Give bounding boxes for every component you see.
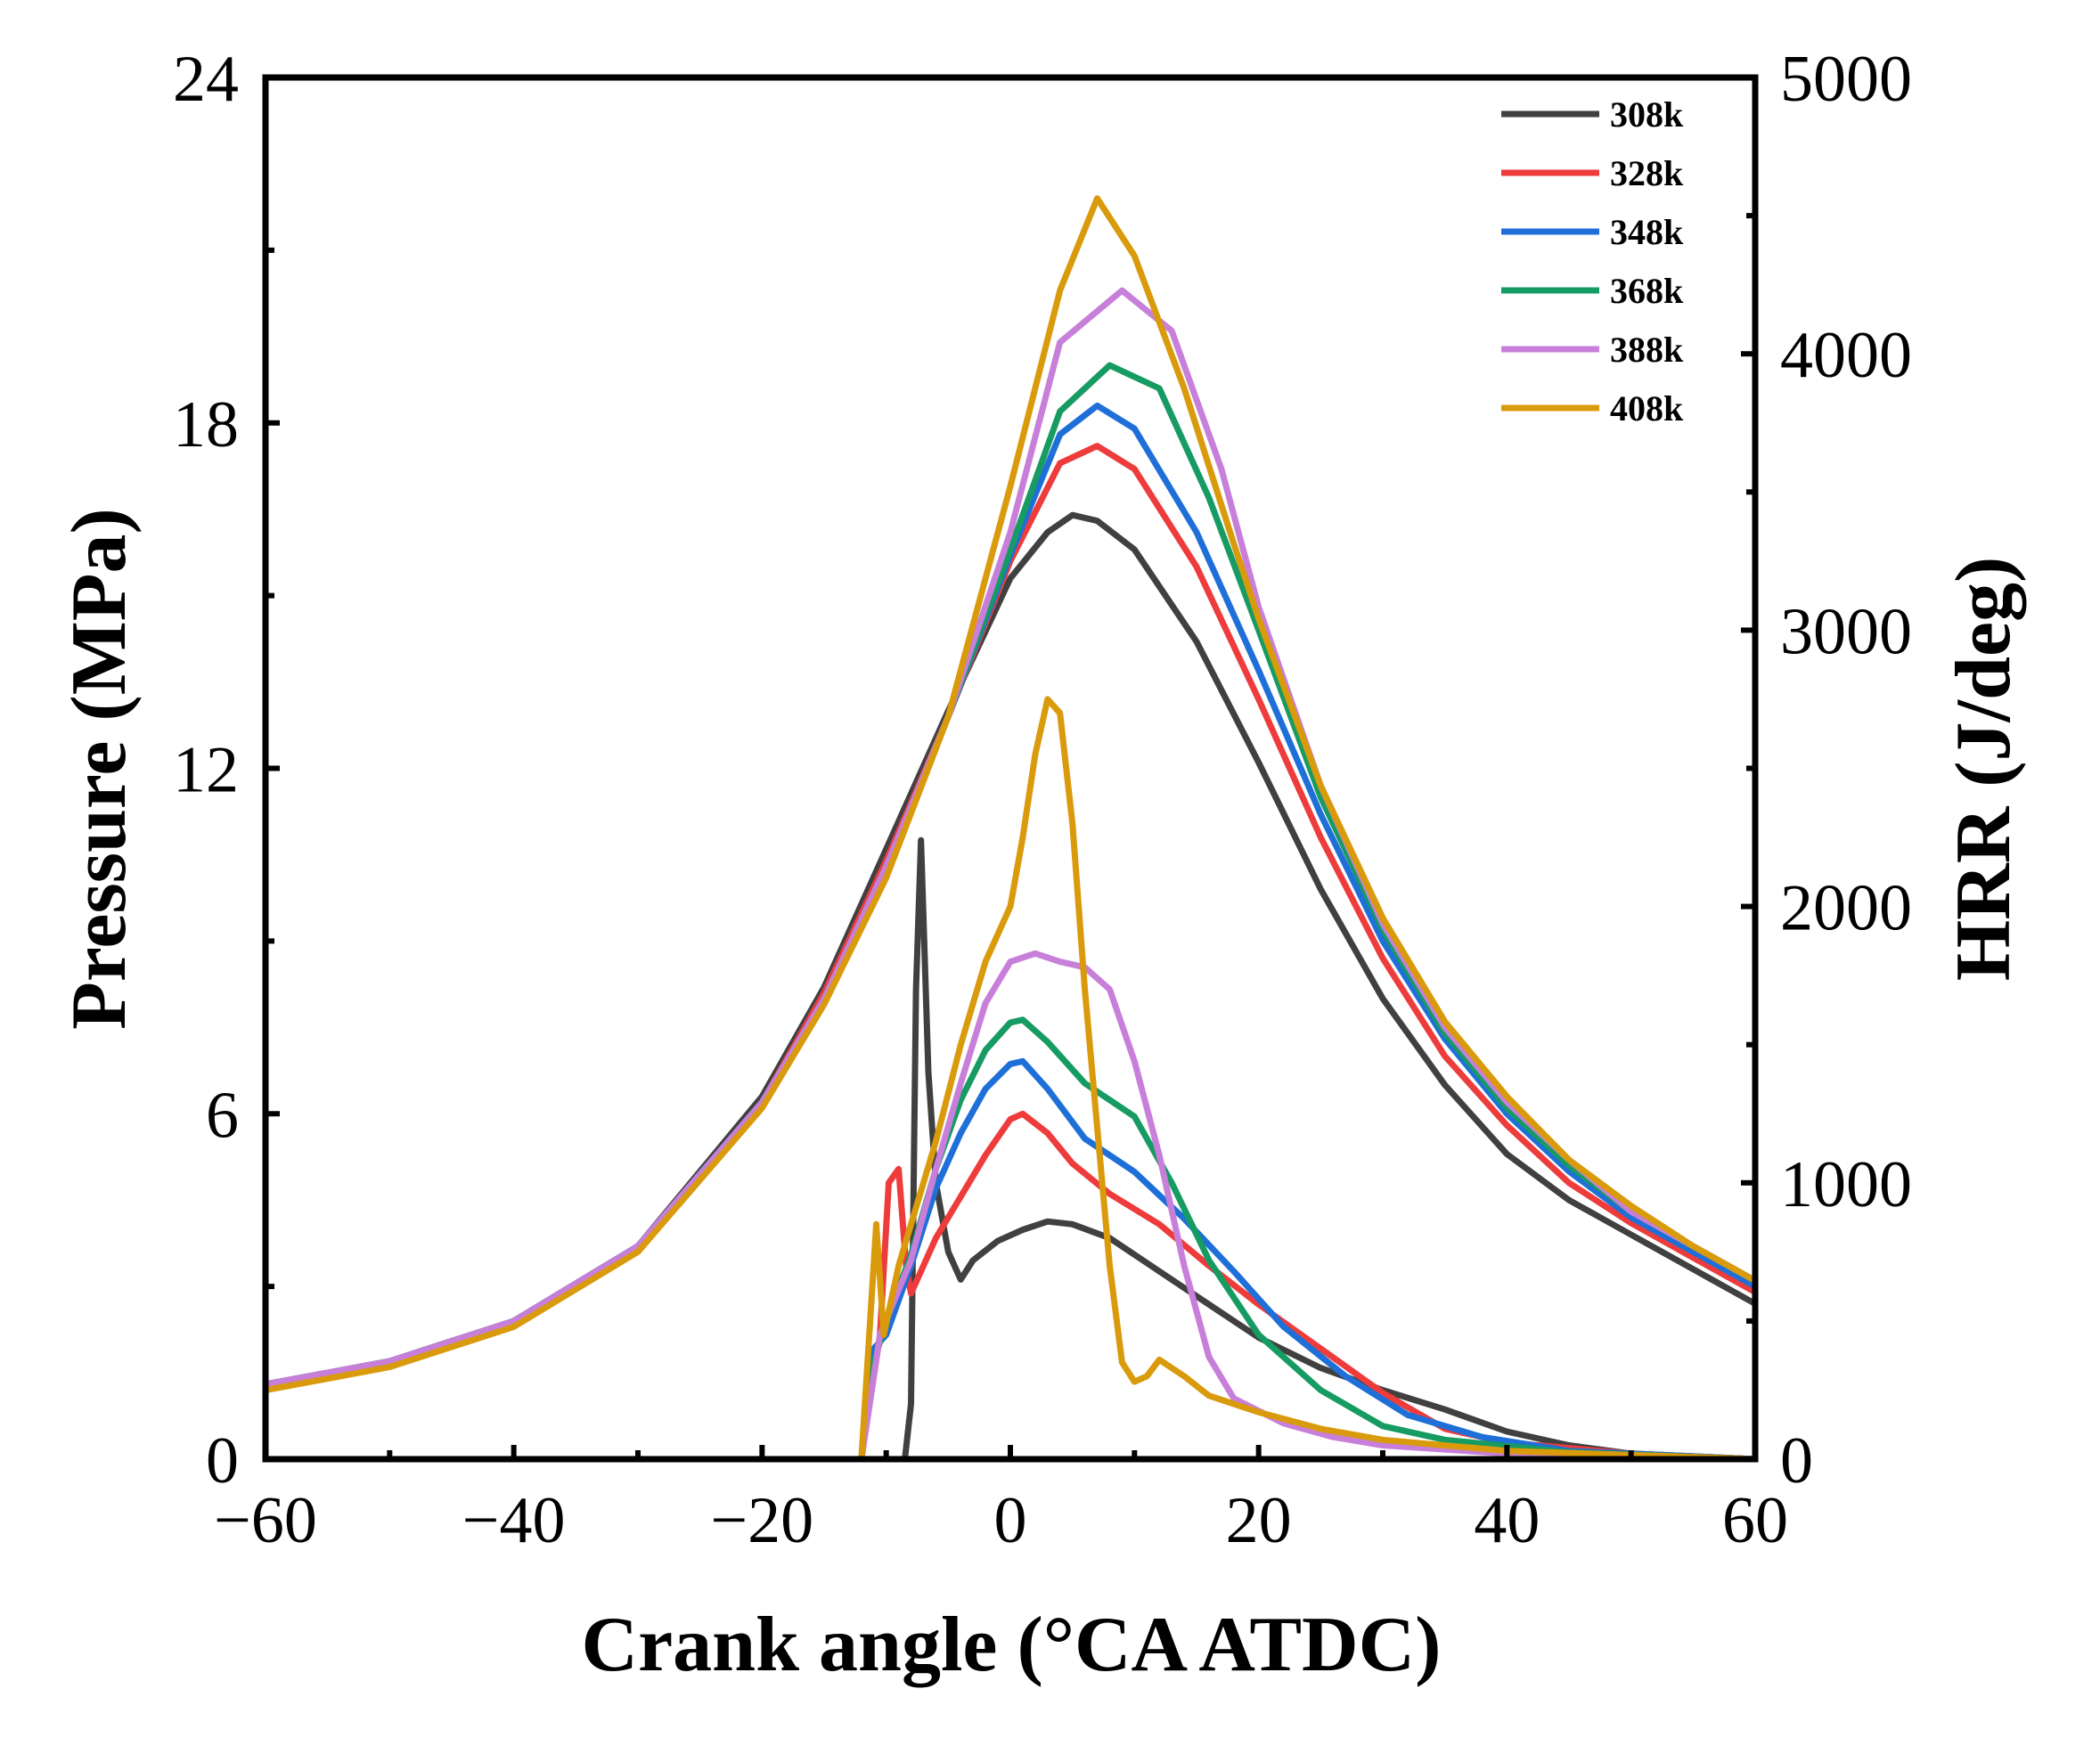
x-tick-label: 0 (994, 1484, 1027, 1557)
tick-labels: −60 −40 −20 0 20 40 60061218240100020003000400… (173, 43, 1912, 1557)
pressure-line-408k (262, 195, 1759, 1393)
legend-label-348k: 348k (1610, 212, 1684, 252)
hrr-line-348k (858, 1057, 1759, 1463)
y-right-tick-label: 5000 (1780, 43, 1912, 116)
hrr-line-308k (858, 836, 1759, 1463)
x-tick-label: 40 (1474, 1484, 1540, 1557)
x-tick-label: 20 (1226, 1484, 1292, 1557)
y-right-tick-label: 3000 (1780, 595, 1912, 668)
y-left-tick-label: 24 (173, 43, 239, 116)
hrr-line-408k (858, 696, 1759, 1463)
y-left-tick-label: 0 (206, 1424, 239, 1497)
pressure-line-328k (262, 443, 1759, 1388)
series-lines (262, 195, 1759, 1463)
y-left-tick-label: 12 (173, 734, 239, 807)
legend-label-328k: 328k (1610, 153, 1684, 193)
legend: 308k 328k 348k 368k 388k 408k (1501, 94, 1684, 428)
y-right-tick-label: 1000 (1780, 1148, 1912, 1221)
x-axis-title: Crank angle (°CA ATDC) (582, 1602, 1442, 1688)
plot-frame (262, 74, 1759, 1463)
y-left-tick-label: 6 (206, 1079, 239, 1152)
y-right-tick-label: 2000 (1780, 872, 1912, 945)
legend-label-308k: 308k (1610, 94, 1684, 135)
y-right-tick-label: 4000 (1780, 319, 1912, 392)
hrr-line-388k (858, 950, 1759, 1463)
x-tick-label: −60 (214, 1484, 317, 1557)
y-right-axis-title: HRR (J/deg) (1941, 557, 2027, 982)
pressure-line-368k (262, 362, 1759, 1388)
y-right-tick-label: 0 (1780, 1424, 1813, 1497)
pressure-line-308k (262, 511, 1759, 1388)
legend-label-408k: 408k (1610, 388, 1684, 428)
hrr-line-328k (858, 1110, 1759, 1463)
axis-ticks (263, 75, 1758, 1462)
x-tick-label: −20 (710, 1484, 813, 1557)
y-left-tick-label: 18 (173, 388, 239, 461)
y-left-axis-title: Pressure (MPa) (56, 508, 143, 1030)
pressure-line-388k (262, 287, 1759, 1388)
legend-label-368k: 368k (1610, 271, 1684, 311)
x-tick-label: 60 (1722, 1484, 1788, 1557)
legend-label-388k: 388k (1610, 330, 1684, 370)
x-tick-label: −40 (462, 1484, 566, 1557)
